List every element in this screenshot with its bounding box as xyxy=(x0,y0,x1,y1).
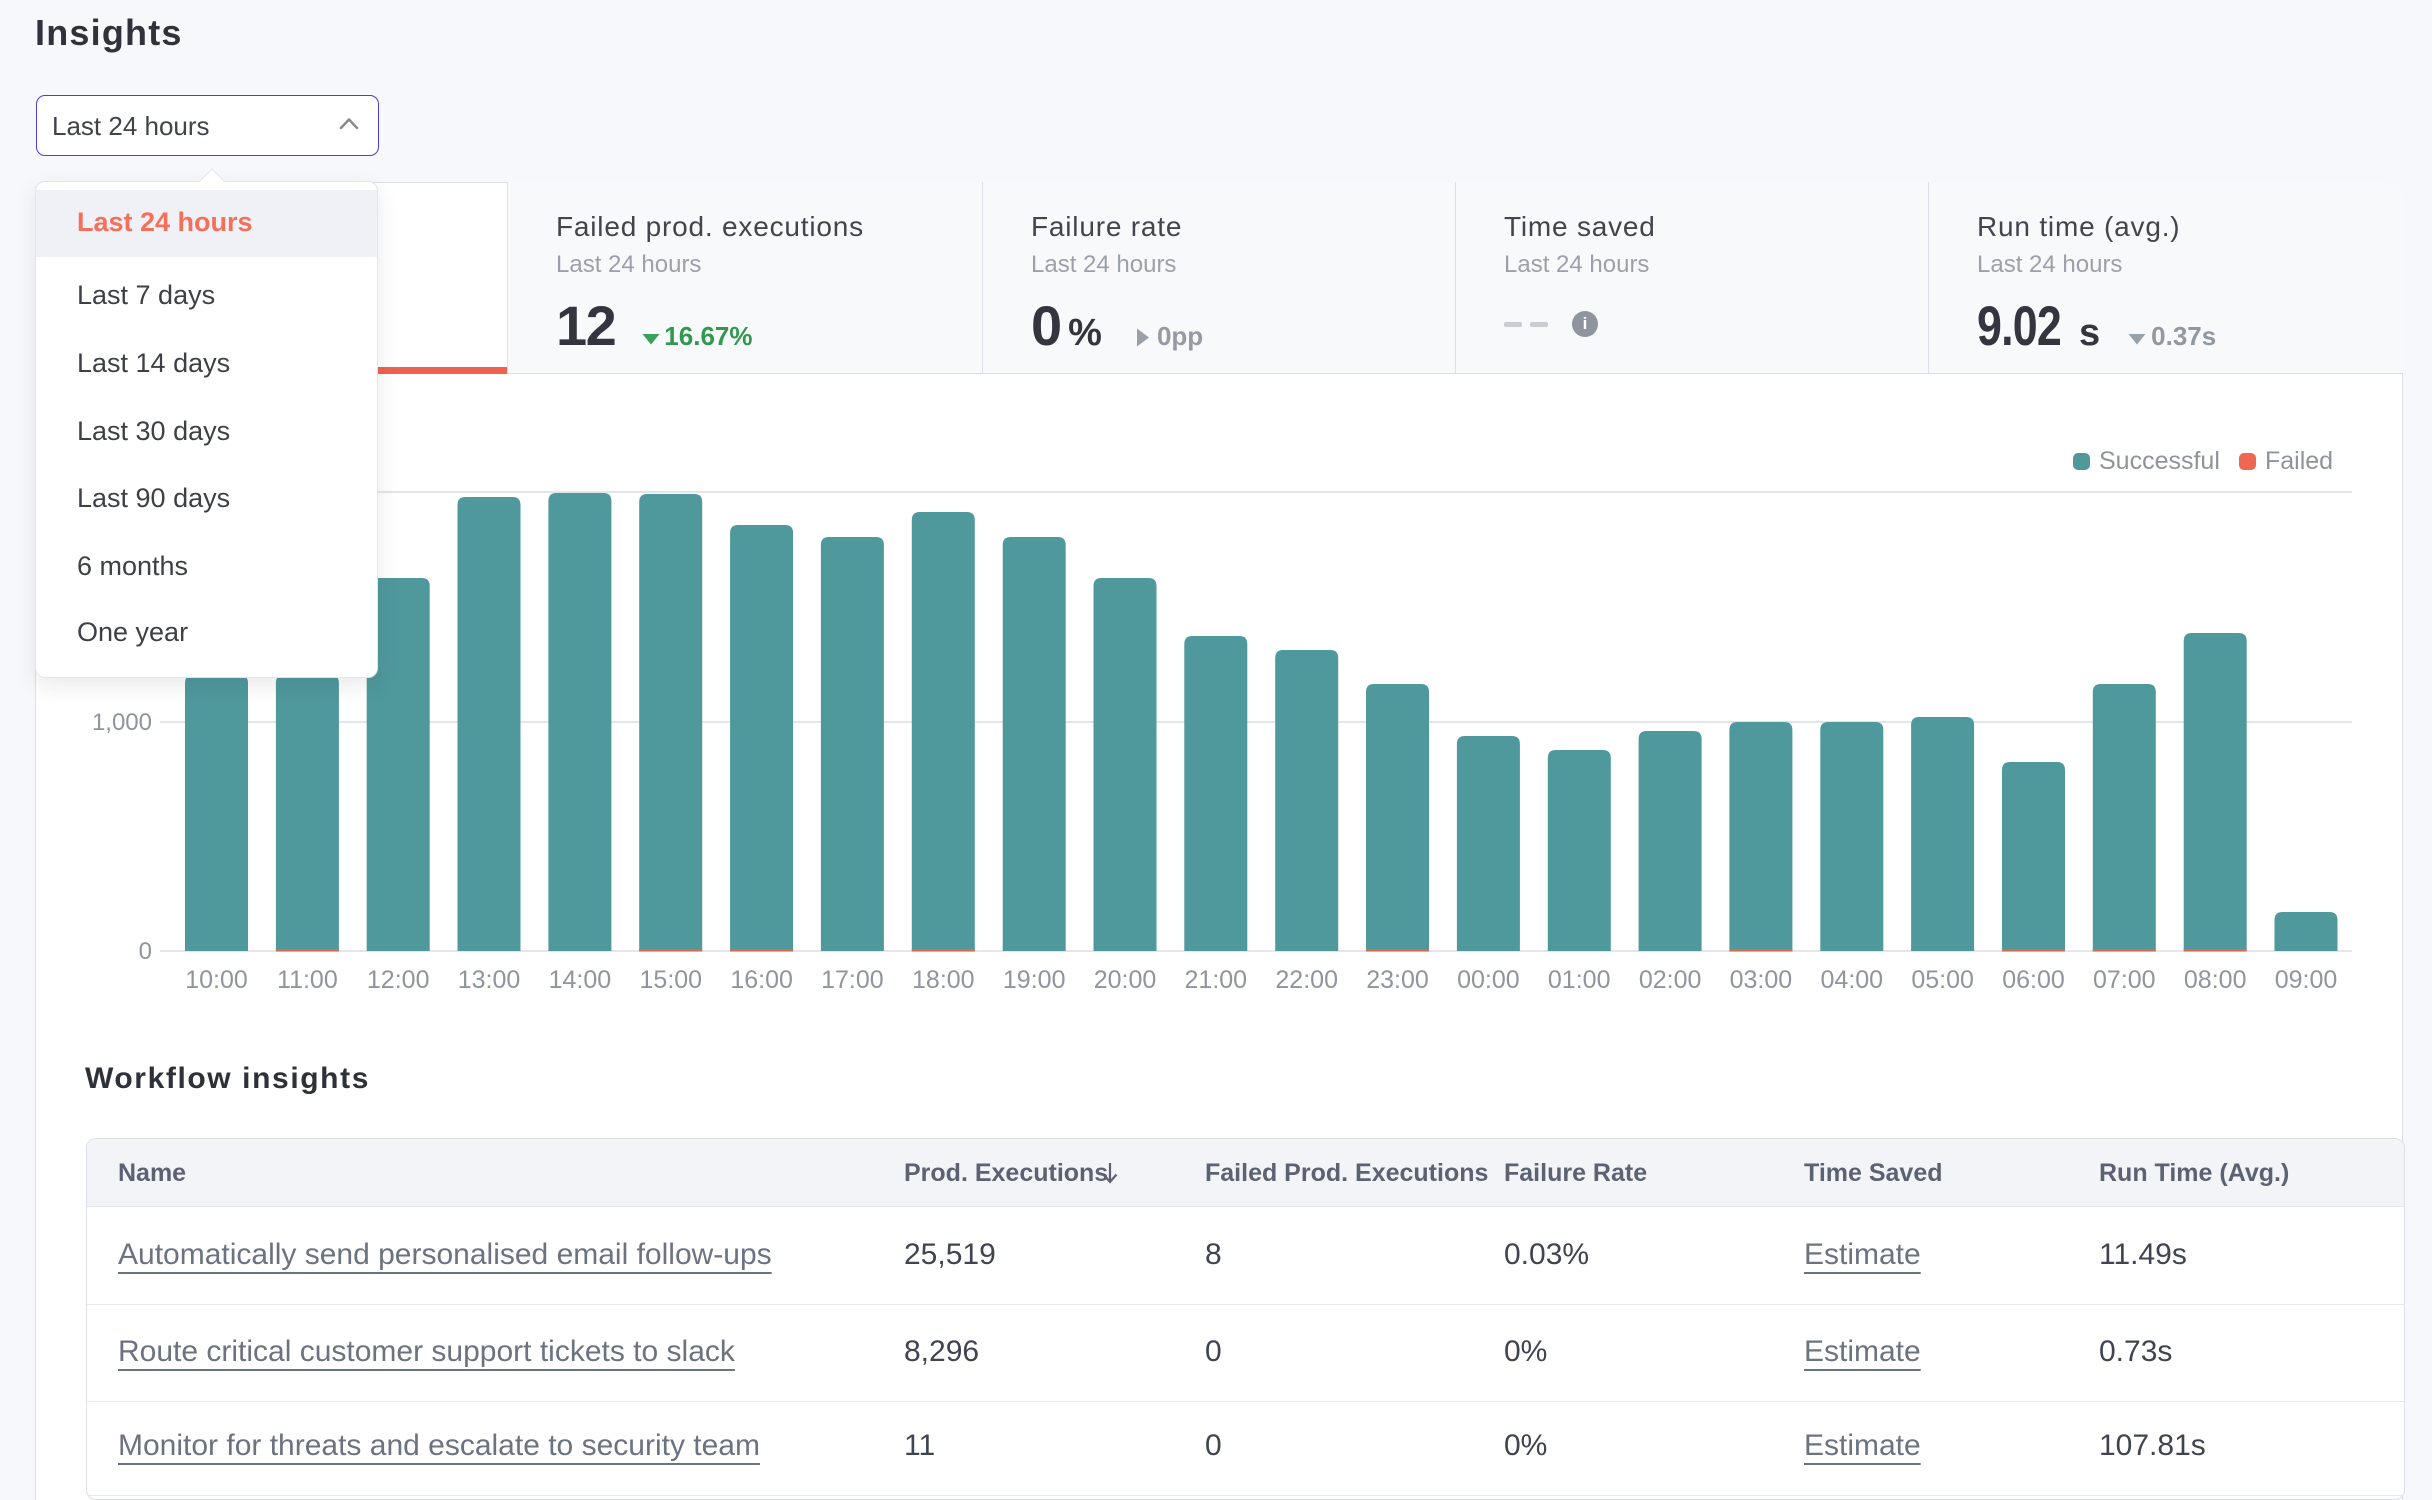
svg-text:09:00: 09:00 xyxy=(2275,966,2338,994)
svg-text:13:00: 13:00 xyxy=(458,966,521,994)
svg-text:23:00: 23:00 xyxy=(1366,966,1429,994)
svg-text:15:00: 15:00 xyxy=(640,966,703,994)
svg-text:03:00: 03:00 xyxy=(1730,966,1793,994)
svg-text:11:00: 11:00 xyxy=(277,966,338,994)
svg-text:Successful: Successful xyxy=(2099,447,2220,475)
svg-text:07:00: 07:00 xyxy=(2093,966,2156,994)
svg-text:10:00: 10:00 xyxy=(185,966,248,994)
svg-text:06:00: 06:00 xyxy=(2002,966,2065,994)
svg-text:21:00: 21:00 xyxy=(1185,966,1248,994)
svg-text:20:00: 20:00 xyxy=(1094,966,1157,994)
svg-text:22:00: 22:00 xyxy=(1275,966,1338,994)
svg-text:12:00: 12:00 xyxy=(367,966,430,994)
svg-text:Failed: Failed xyxy=(2265,447,2333,475)
svg-text:08:00: 08:00 xyxy=(2184,966,2247,994)
svg-text:16:00: 16:00 xyxy=(730,966,793,994)
svg-text:14:00: 14:00 xyxy=(549,966,612,994)
svg-text:05:00: 05:00 xyxy=(1911,966,1974,994)
svg-text:01:00: 01:00 xyxy=(1548,966,1611,994)
svg-text:18:00: 18:00 xyxy=(912,966,975,994)
svg-text:1,000: 1,000 xyxy=(92,709,152,736)
svg-text:00:00: 00:00 xyxy=(1457,966,1520,994)
svg-text:17:00: 17:00 xyxy=(821,966,884,994)
svg-text:19:00: 19:00 xyxy=(1003,966,1066,994)
svg-text:04:00: 04:00 xyxy=(1821,966,1884,994)
svg-text:0: 0 xyxy=(139,938,152,965)
svg-text:02:00: 02:00 xyxy=(1639,966,1702,994)
